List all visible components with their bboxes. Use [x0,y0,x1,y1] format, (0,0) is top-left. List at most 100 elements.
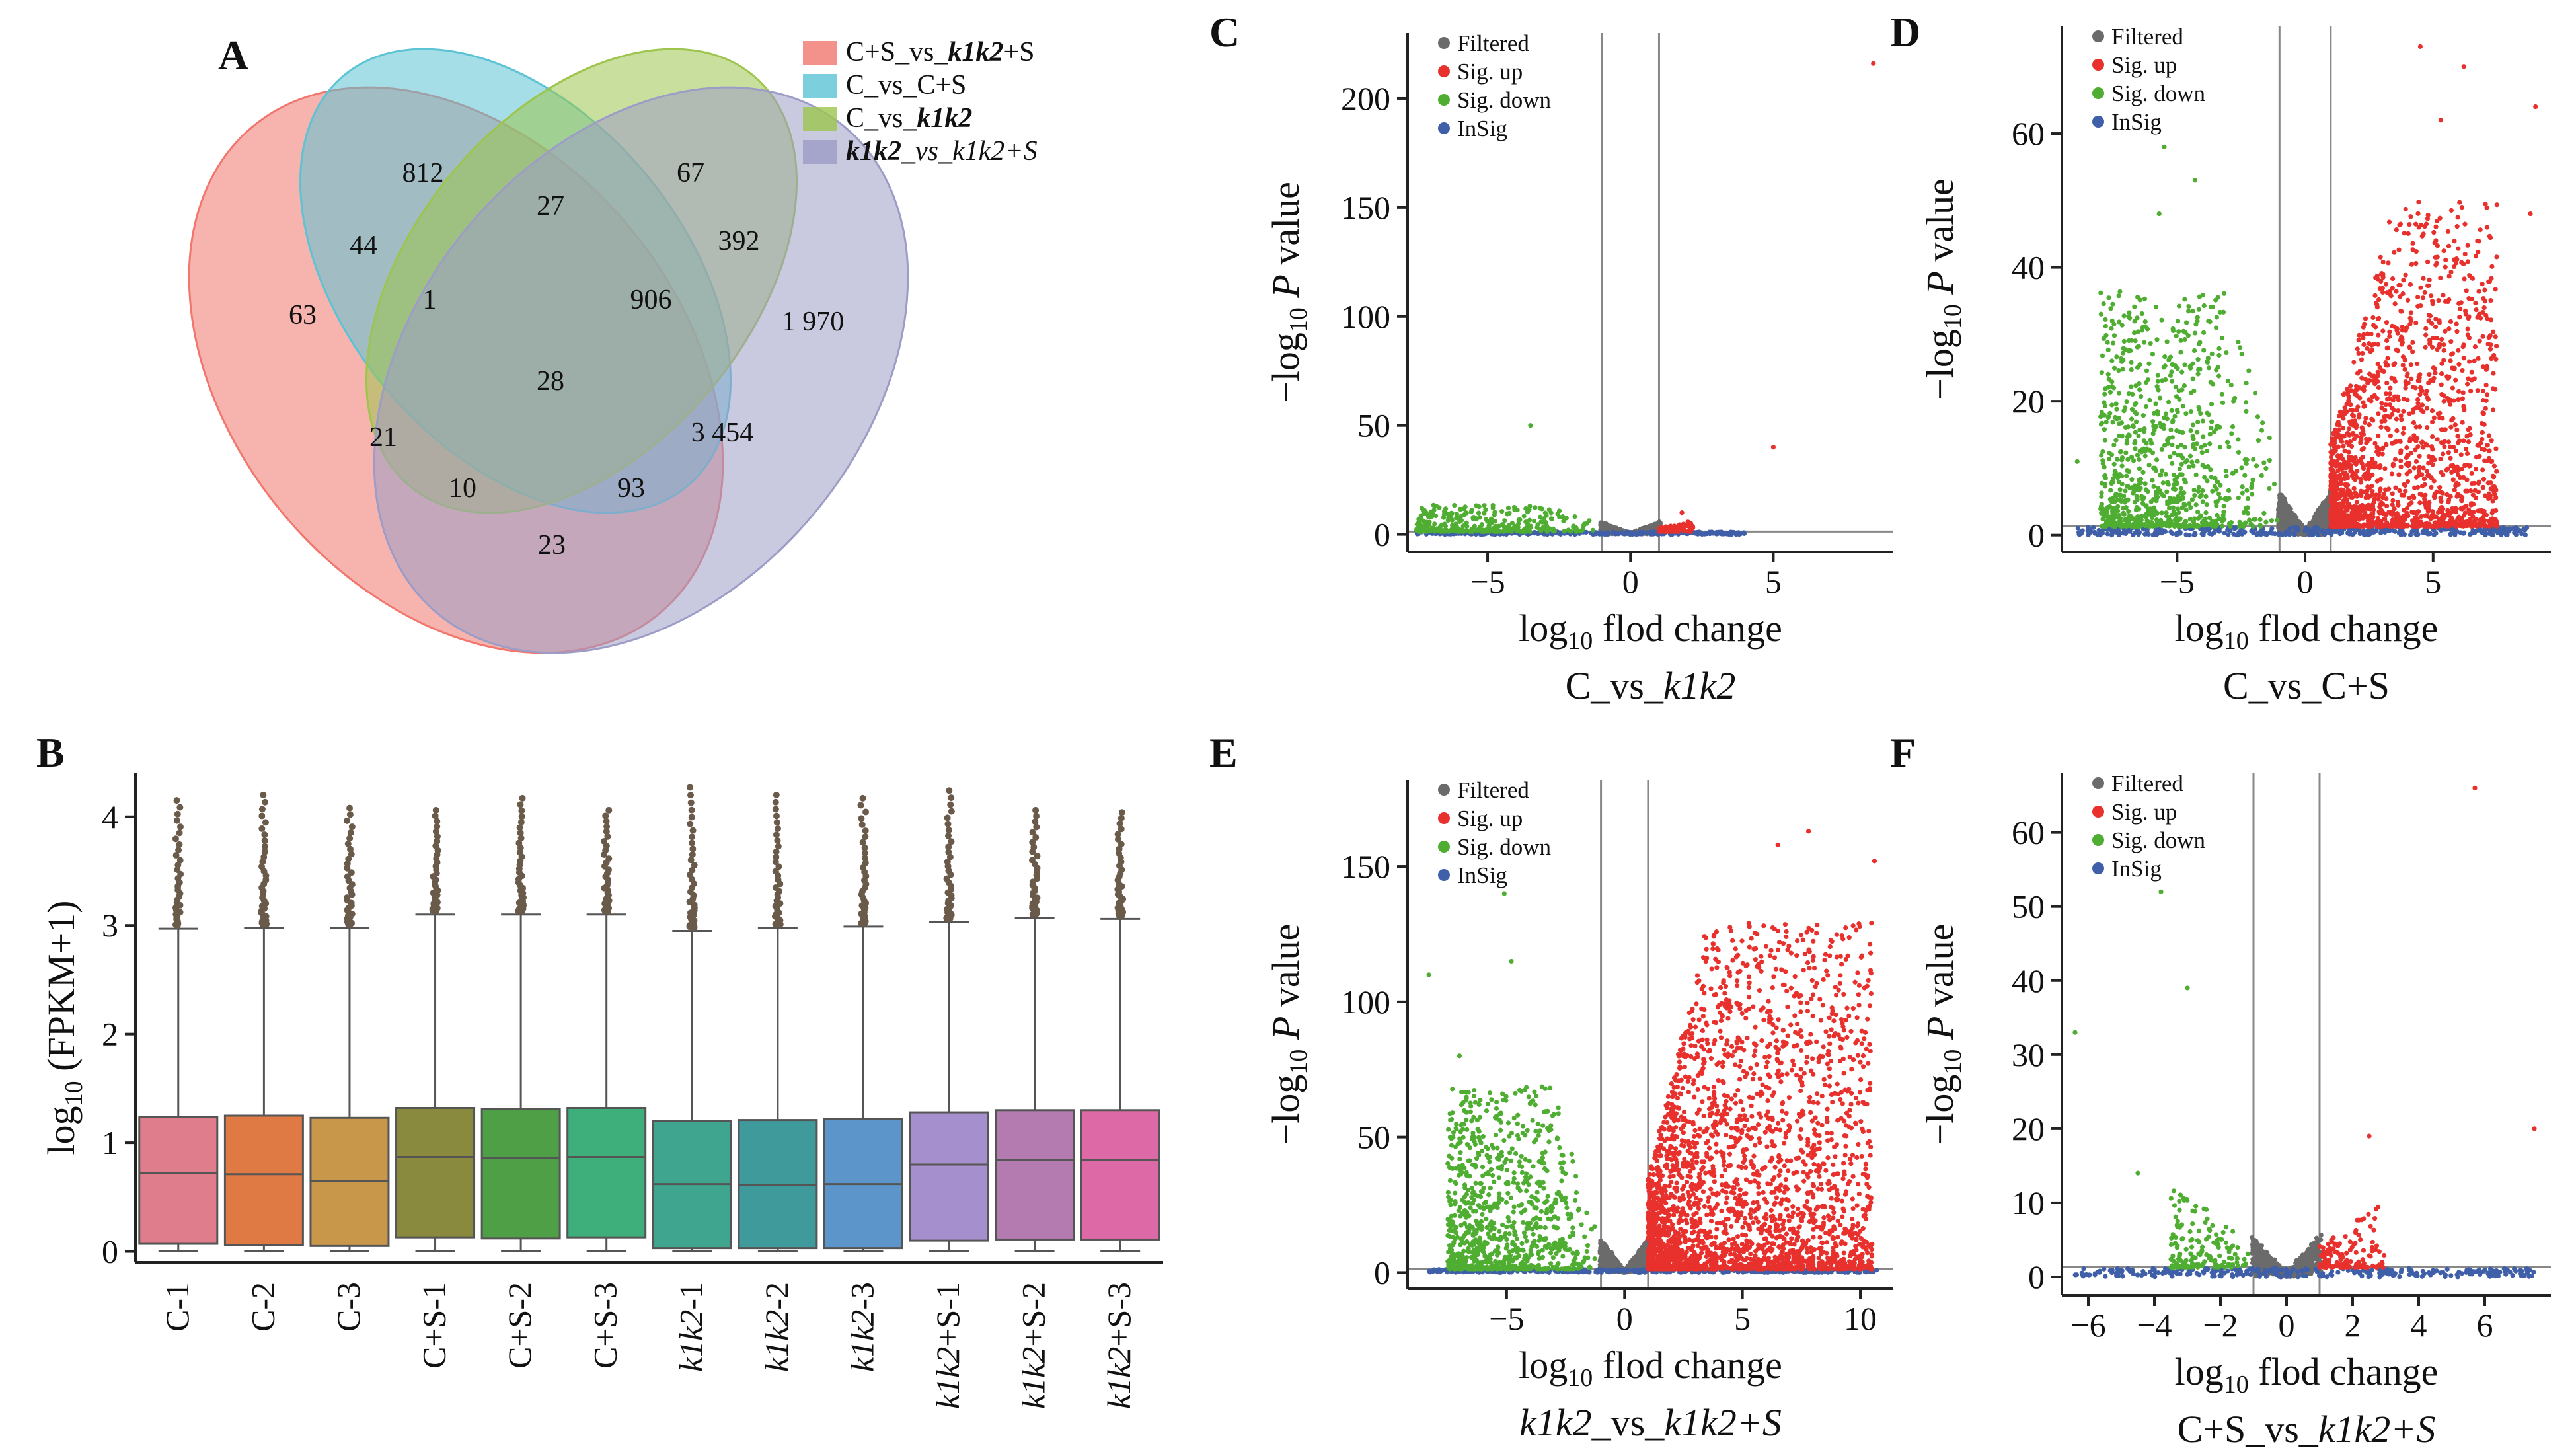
point-highlight [1871,61,1876,66]
outlier-point [346,811,354,818]
panel-label-a: A [218,32,248,79]
outlier-point [344,894,351,901]
outlier-point [948,794,955,802]
point-sig-up [2444,374,2450,379]
point-sig-down [2181,383,2187,389]
point-sig-down [2178,516,2183,521]
point-sig-up [2370,315,2376,321]
x-tick-label: k1k2+S-2 [1015,1282,1052,1409]
point-sig-down [2120,367,2125,372]
point-sig-down [2098,311,2103,317]
point-sig-down [2113,414,2118,420]
point-sig-up [2475,388,2480,393]
point-sig-down [2193,322,2199,327]
outlier-point [176,841,183,848]
point-sig-down [2100,353,2105,358]
point-sig-down [2193,523,2198,528]
point-sig-up [2489,438,2494,443]
point-sig-down [2271,481,2277,487]
point-sig-down [2135,344,2140,350]
point-sig-down [2106,295,2111,301]
point-sig-down [2102,465,2107,470]
point-sig-down [2204,502,2209,508]
point-sig-down [1443,506,1449,512]
point-sig-down [2107,389,2113,395]
point-sig-down [2178,472,2183,477]
point-sig-up [2456,246,2461,251]
point-sig-up [2390,502,2395,508]
point-filtered [1598,522,1603,528]
point-sig-down [1437,525,1443,531]
point-sig-down [2222,517,2227,522]
point-sig-down [2232,395,2238,401]
point-sig-down [2190,434,2195,439]
point-sig-up [2481,305,2487,311]
point-sig-down [2224,473,2229,479]
point-insig [2503,527,2508,532]
point-sig-up [2454,224,2460,229]
point-sig-up [2459,204,2465,210]
outlier-point [172,835,179,843]
x-tick-label: k1k2+S-3 [1100,1282,1137,1409]
volcano-subtitle: C_vs_k1k2 [1566,664,1736,707]
point-sig-down [2176,303,2182,309]
outlier-point [772,884,779,892]
point-sig-down [2252,517,2257,522]
point-sig-up [2384,380,2390,386]
outlier-point [432,806,439,814]
point-sig-down [2215,480,2220,485]
point-sig-down [2195,357,2201,362]
point-sig-down [2169,408,2174,413]
point-sig-up [2396,247,2402,252]
point-sig-down [1421,529,1427,534]
outlier-point [858,815,865,822]
outlier-point [773,848,780,855]
point-sig-down [2118,449,2124,455]
legend-swatch [803,107,837,131]
point-sig-down [1432,529,1437,534]
point-sig-down [2146,508,2151,513]
outlier-point [691,862,698,869]
point-sig-down [2129,416,2135,422]
point-sig-down [2166,514,2172,520]
panel-label-c: C [1209,9,1240,56]
point-sig-down [2209,419,2215,424]
point-sig-down [2138,477,2143,482]
outlier-point [859,839,866,846]
point-sig-down [2244,488,2250,493]
outlier-point [689,839,696,847]
point-sig-up [2474,254,2479,259]
point-sig-up [1683,523,1688,529]
point-sig-up [2376,385,2381,391]
point-sig-down [2133,518,2139,523]
point-sig-down [2109,452,2115,457]
point-sig-up [2421,276,2426,281]
point-sig-down [2246,368,2252,373]
point-sig-down [2102,522,2107,527]
point-sig-up [2491,371,2496,376]
point-sig-up [2372,381,2378,387]
box-body [1080,1109,1160,1241]
point-sig-down [2219,391,2225,397]
outlier-point [861,844,868,851]
point-sig-up [2465,243,2470,248]
point-sig-up [2493,446,2499,451]
point-sig-down [1455,525,1460,531]
outlier-point [773,819,780,826]
legend-entry: C+S_vs_k1k2+S [846,37,1034,67]
point-sig-down [2113,438,2119,443]
point-sig-down [2151,423,2156,429]
point-sig-down [2125,484,2130,489]
point-sig-down [2234,469,2239,474]
point-sig-down [2183,411,2189,416]
point-sig-down [2133,419,2139,424]
outlier-point [687,857,695,864]
point-sig-up [2430,434,2435,439]
point-sig-up [2335,468,2341,474]
point-sig-up [2396,502,2401,508]
point-insig [2137,529,2142,535]
volcano-points [1414,61,1876,537]
point-filtered [1608,525,1613,531]
point-sig-down [2158,473,2163,478]
